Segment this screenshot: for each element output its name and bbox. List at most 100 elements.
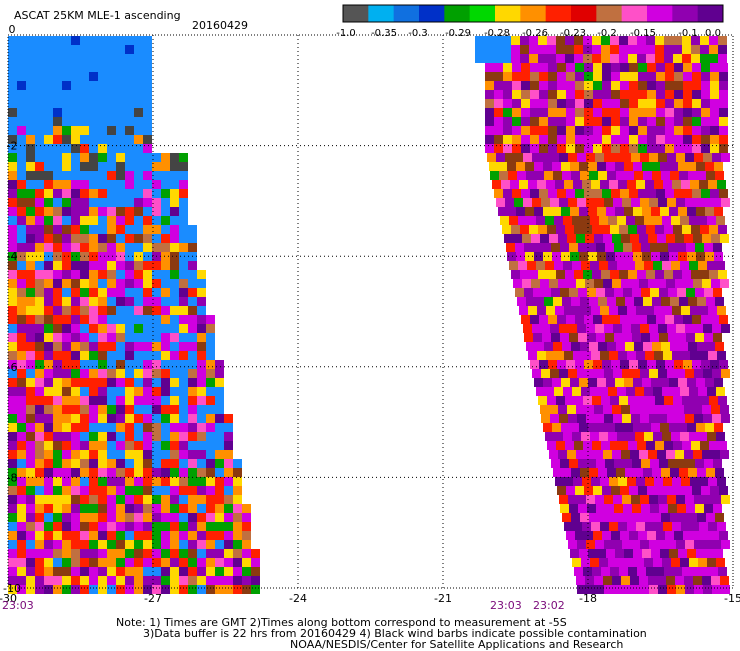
swath-cell-right [596,459,605,468]
swath-cell-left [17,324,26,333]
swath-cell-left [62,207,71,216]
swath-cell-right [526,171,535,180]
swath-cell-left [116,36,125,45]
swath-cell-right [559,369,568,378]
swath-cell-right [511,54,520,63]
swath-cell-right [564,180,573,189]
swath-cell-right [599,387,608,396]
swath-cell-left [89,441,98,450]
swath-cell-right [629,99,638,108]
swath-cell-left [89,297,98,306]
swath-cell-right [694,153,703,162]
swath-cell-right [591,306,600,315]
swath-cell-right [603,450,612,459]
swath-cell-right [661,342,670,351]
swath-cell-left [89,279,98,288]
swath-cell-left [107,243,116,252]
swath-cell-right [689,432,698,441]
swath-cell-left [197,324,206,333]
swath-cell-right [543,423,552,432]
swath-cell-left [98,459,107,468]
swath-cell-left [89,99,98,108]
swath-cell-right [687,162,696,171]
swath-cell-left [62,585,71,594]
swath-cell-right [597,207,606,216]
swath-cell-left [179,216,188,225]
swath-cell-right [610,396,619,405]
swath-cell-left [233,585,242,594]
swath-cell-left [71,450,80,459]
swath-cell-left [35,306,44,315]
swath-cell-left [170,513,179,522]
swath-cell-left [179,252,188,261]
swath-cell-right [685,585,694,594]
swath-cell-right [569,243,578,252]
swath-cell-left [179,153,188,162]
swath-cell-right [692,63,701,72]
swath-cell-right [720,405,729,414]
swath-cell-left [125,162,134,171]
swath-cell-right [712,198,721,207]
swath-cell-right [589,342,598,351]
swath-cell-left [179,531,188,540]
swath-cell-right [674,531,683,540]
swath-cell-left [152,405,161,414]
swath-cell-right [705,549,714,558]
swath-cell-left [179,369,188,378]
swath-cell-left [53,252,62,261]
swath-cell-left [143,63,152,72]
swath-cell-right [676,585,685,594]
swath-cell-left [80,207,89,216]
swath-cell-left [116,387,125,396]
swath-cell-left [71,108,80,117]
swath-cell-right [559,495,568,504]
swath-cell-left [44,522,53,531]
swath-cell-left [224,504,233,513]
swath-cell-left [44,36,53,45]
swath-cell-left [71,216,80,225]
swath-cell-right [489,162,498,171]
swath-cell-left [35,63,44,72]
swath-cell-left [125,414,134,423]
swath-cell-right [503,135,512,144]
swath-cell-right [566,72,575,81]
swath-cell-right [621,405,630,414]
swath-cell-right [588,162,597,171]
swath-cell-right [660,423,669,432]
swath-cell-right [566,315,575,324]
swath-cell-right [610,225,619,234]
swath-cell-right [628,567,637,576]
swath-cell-right [595,540,604,549]
swath-cell-left [17,189,26,198]
swath-cell-right [620,81,629,90]
swath-cell-left [242,585,251,594]
swath-cell-right [538,45,547,54]
swath-cell-right [713,459,722,468]
swath-cell-right [636,522,645,531]
swath-cell-right [624,549,633,558]
swath-cell-left [188,360,197,369]
swath-cell-left [206,333,215,342]
swath-cell-right [682,36,691,45]
swath-cell-right [611,90,620,99]
swath-cell-left [179,540,188,549]
swath-cell-left [152,567,161,576]
swath-cell-right [485,99,494,108]
swath-cell-right [503,144,512,153]
swath-cell-right [637,36,646,45]
colorbar-label: -0.28 [484,28,510,39]
swath-cell-left [8,459,17,468]
swath-cell-right [689,387,698,396]
swath-cell-right [617,387,626,396]
swath-cell-left [98,198,107,207]
swath-cell-left [116,297,125,306]
swath-cell-left [62,567,71,576]
swath-cell-left [53,432,62,441]
swath-cell-right [628,54,637,63]
swath-cell-left [107,45,116,54]
swath-cell-left [35,450,44,459]
swath-cell-left [224,459,233,468]
swath-cell-left [8,513,17,522]
swath-cell-right [535,297,544,306]
swath-cell-left [62,225,71,234]
